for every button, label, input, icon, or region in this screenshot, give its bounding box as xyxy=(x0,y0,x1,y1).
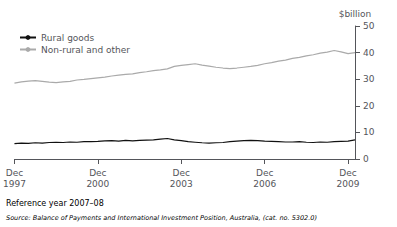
svg-text:50: 50 xyxy=(363,21,375,31)
svg-text:30: 30 xyxy=(363,74,375,84)
svg-text:10: 10 xyxy=(363,127,375,137)
svg-text:2000: 2000 xyxy=(86,179,109,189)
svg-text:Dec: Dec xyxy=(256,168,273,178)
svg-text:Source: Balance of Payments an: Source: Balance of Payments and Internat… xyxy=(6,214,317,222)
svg-text:Reference year 2007–08: Reference year 2007–08 xyxy=(6,199,104,208)
svg-text:2006: 2006 xyxy=(253,179,276,189)
svg-text:Dec: Dec xyxy=(89,168,106,178)
svg-text:40: 40 xyxy=(363,48,375,58)
svg-text:20: 20 xyxy=(363,101,375,111)
svg-text:1997: 1997 xyxy=(3,179,26,189)
svg-text:2009: 2009 xyxy=(337,179,360,189)
svg-text:Dec: Dec xyxy=(6,168,23,178)
svg-text:Dec: Dec xyxy=(339,168,356,178)
svg-text:Non-rural and other: Non-rural and other xyxy=(41,45,130,55)
svg-text:Dec: Dec xyxy=(173,168,190,178)
svg-text:$billion: $billion xyxy=(339,9,372,19)
svg-text:0: 0 xyxy=(363,154,369,164)
svg-text:Rural goods: Rural goods xyxy=(41,33,95,43)
svg-text:2003: 2003 xyxy=(170,179,193,189)
